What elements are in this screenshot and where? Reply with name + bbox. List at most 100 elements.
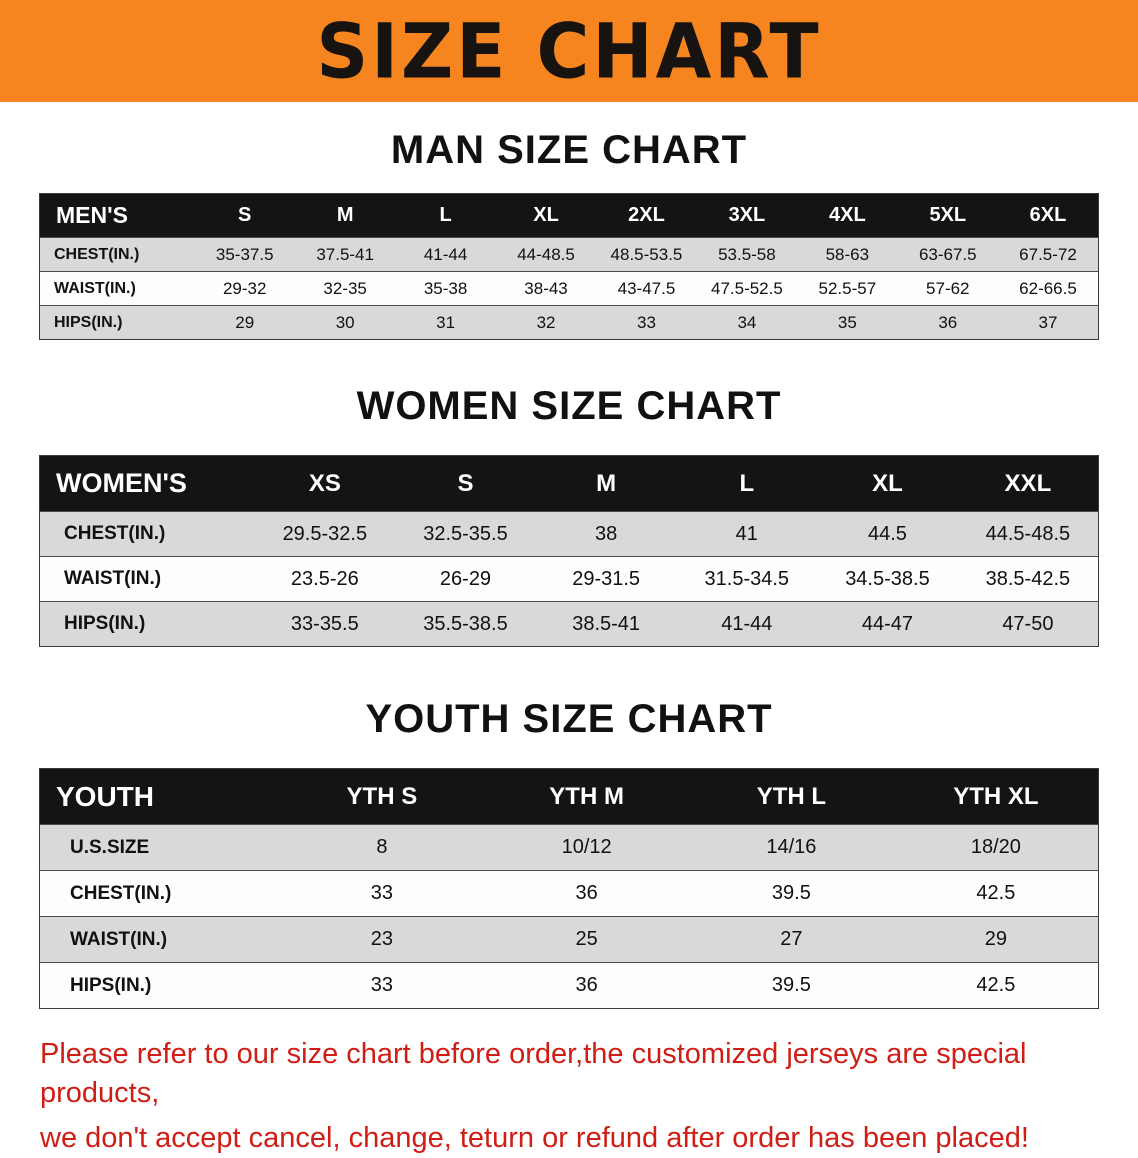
table-title-cell: MEN'S — [39, 193, 195, 238]
page-title: SIZE CHART — [316, 6, 822, 96]
size-value-cell: 47-50 — [1002, 612, 1054, 635]
size-value-cell: 29-31.5 — [572, 567, 641, 590]
youth-size-table: YOUTH YTH S YTH M YTH L YTH XL U.S.SIZE 8 10/12… — [39, 768, 1099, 1009]
size-column-header: S — [395, 455, 536, 512]
size-column-header: YTH S — [279, 768, 485, 825]
row-label: HIPS(IN.) — [54, 313, 123, 331]
size-value-cell: 35-37.5 — [215, 244, 274, 264]
row-label: HIPS(IN.) — [70, 974, 152, 996]
size-value-cell: 23.5-26 — [290, 567, 359, 590]
section-youth: YOUTH SIZE CHART YOUTH YTH S YTH M YTH L YTH… — [0, 697, 1138, 1009]
size-value-cell: 38 — [595, 522, 618, 545]
size-value-cell: 32.5-35.5 — [423, 522, 508, 545]
row-label: WAIST(IN.) — [64, 568, 162, 589]
size-value-cell: 33-35.5 — [290, 612, 359, 635]
size-column-header: L — [395, 193, 496, 238]
table-row: HIPS(IN.) 33-35.5 35.5-38.5 38.5-41 41-44 44-… — [39, 601, 1099, 647]
size-column-header: M — [535, 455, 677, 512]
row-label: WAIST(IN.) — [70, 928, 168, 950]
size-value-cell: 52.5-57 — [818, 278, 877, 298]
size-value-cell: 44.5-48.5 — [985, 522, 1071, 545]
size-value-cell: 32-35 — [323, 278, 367, 298]
row-label: CHEST(IN.) — [54, 245, 140, 263]
size-value-cell: 48.5-53.5 — [610, 244, 683, 264]
table-row: HIPS(IN.) 29 30 31 32 33 34 35 36 37 — [39, 305, 1099, 340]
size-value-cell: 43-47.5 — [617, 278, 676, 298]
size-value-cell: 63-67.5 — [918, 244, 977, 264]
size-value-cell: 38.5-42.5 — [985, 567, 1071, 590]
size-value-cell: 14/16 — [766, 836, 817, 858]
size-value-cell: 33 — [370, 974, 393, 996]
size-value-cell: 67.5-72 — [1019, 244, 1077, 264]
size-value-cell: 36 — [575, 882, 598, 904]
size-value-cell: 35.5-38.5 — [423, 612, 508, 635]
size-value-cell: 10/12 — [561, 836, 612, 858]
size-value-cell: 26-29 — [439, 567, 492, 590]
size-column-header: 2XL — [596, 193, 697, 238]
size-value-cell: 23 — [370, 928, 393, 950]
size-value-cell: 41 — [735, 522, 758, 545]
size-value-cell: 30 — [335, 312, 355, 332]
size-column-header: 6XL — [998, 193, 1099, 238]
section-women: WOMEN SIZE CHART WOMEN'S XS S M L XL XXL CHEST(… — [0, 384, 1138, 647]
size-value-cell: 37.5-41 — [316, 244, 374, 264]
size-value-cell: 29 — [235, 312, 255, 332]
size-column-header: 4XL — [797, 193, 898, 238]
row-label: CHEST(IN.) — [70, 882, 172, 904]
section-heading-youth: YOUTH SIZE CHART — [365, 697, 773, 741]
size-value-cell: 34 — [737, 312, 757, 332]
notice-line-2: we don't accept cancel, change, teturn o… — [40, 1122, 1029, 1155]
banner: SIZE CHART — [0, 0, 1138, 102]
size-value-cell: 25 — [575, 928, 598, 950]
notice-line-1: Please refer to our size chart before or… — [40, 1038, 1027, 1110]
size-column-header: XL — [817, 455, 958, 512]
size-column-header: M — [294, 193, 396, 238]
table-header-row: MEN'S S M L XL 2XL 3XL 4XL 5XL 6XL — [39, 193, 1099, 238]
size-value-cell: 53.5-58 — [718, 244, 776, 264]
row-label: U.S.SIZE — [70, 836, 150, 858]
size-value-cell: 27 — [780, 928, 803, 950]
table-row: WAIST(IN.) 23 25 27 29 — [39, 916, 1099, 963]
size-value-cell: 39.5 — [771, 974, 811, 996]
size-value-cell: 18/20 — [970, 836, 1021, 858]
row-label: WAIST(IN.) — [54, 279, 136, 297]
size-value-cell: 37 — [1038, 312, 1058, 332]
table-row: U.S.SIZE 8 10/12 14/16 18/20 — [39, 824, 1099, 871]
size-value-cell: 57-62 — [926, 278, 970, 298]
row-label: CHEST(IN.) — [64, 523, 166, 544]
size-value-cell: 41-44 — [423, 244, 468, 264]
size-value-cell: 38-43 — [524, 278, 568, 298]
size-value-cell: 42.5 — [976, 882, 1016, 904]
size-value-cell: 42.5 — [976, 974, 1016, 996]
section-heading-men: MAN SIZE CHART — [390, 128, 748, 172]
size-value-cell: 35-38 — [423, 278, 468, 298]
size-value-cell: 44-48.5 — [517, 244, 575, 264]
table-row: CHEST(IN.) 35-37.5 37.5-41 41-44 44-48.5 48.5… — [39, 237, 1099, 272]
section-heading-women: WOMEN SIZE CHART — [356, 384, 782, 428]
size-value-cell: 35 — [837, 312, 857, 332]
size-value-cell: 44.5 — [867, 522, 907, 545]
size-column-header: XS — [254, 455, 396, 512]
table-row: CHEST(IN.) 33 36 39.5 42.5 — [39, 870, 1099, 917]
size-value-cell: 33 — [370, 882, 393, 904]
size-value-cell: 31 — [436, 312, 456, 332]
size-value-cell: 8 — [376, 836, 388, 858]
size-value-cell: 29.5-32.5 — [282, 522, 368, 545]
size-column-header: XL — [495, 193, 597, 238]
size-value-cell: 39.5 — [771, 882, 811, 904]
size-value-cell: 47.5-52.5 — [710, 278, 783, 298]
size-value-cell: 58-63 — [825, 244, 870, 264]
size-value-cell: 36 — [575, 974, 598, 996]
size-column-header: S — [194, 193, 295, 238]
table-row: WAIST(IN.) 23.5-26 26-29 29-31.5 31.5-34.5 34… — [39, 556, 1099, 602]
row-label: HIPS(IN.) — [64, 613, 146, 634]
footer-notice: Please refer to our size chart before or… — [40, 1035, 1118, 1158]
table-row: CHEST(IN.) 29.5-32.5 32.5-35.5 38 41 44.5 44.5… — [39, 511, 1099, 557]
table-title-cell: YOUTH — [39, 768, 280, 825]
size-value-cell: 31.5-34.5 — [704, 567, 790, 590]
table-title-cell: WOMEN'S — [39, 455, 255, 512]
size-column-header: YTH M — [484, 768, 689, 825]
men-size-table: MEN'S S M L XL 2XL 3XL 4XL 5XL 6XL CHEST(IN.) 35-37… — [39, 193, 1099, 340]
table-header-row: YOUTH YTH S YTH M YTH L YTH XL — [39, 768, 1099, 825]
